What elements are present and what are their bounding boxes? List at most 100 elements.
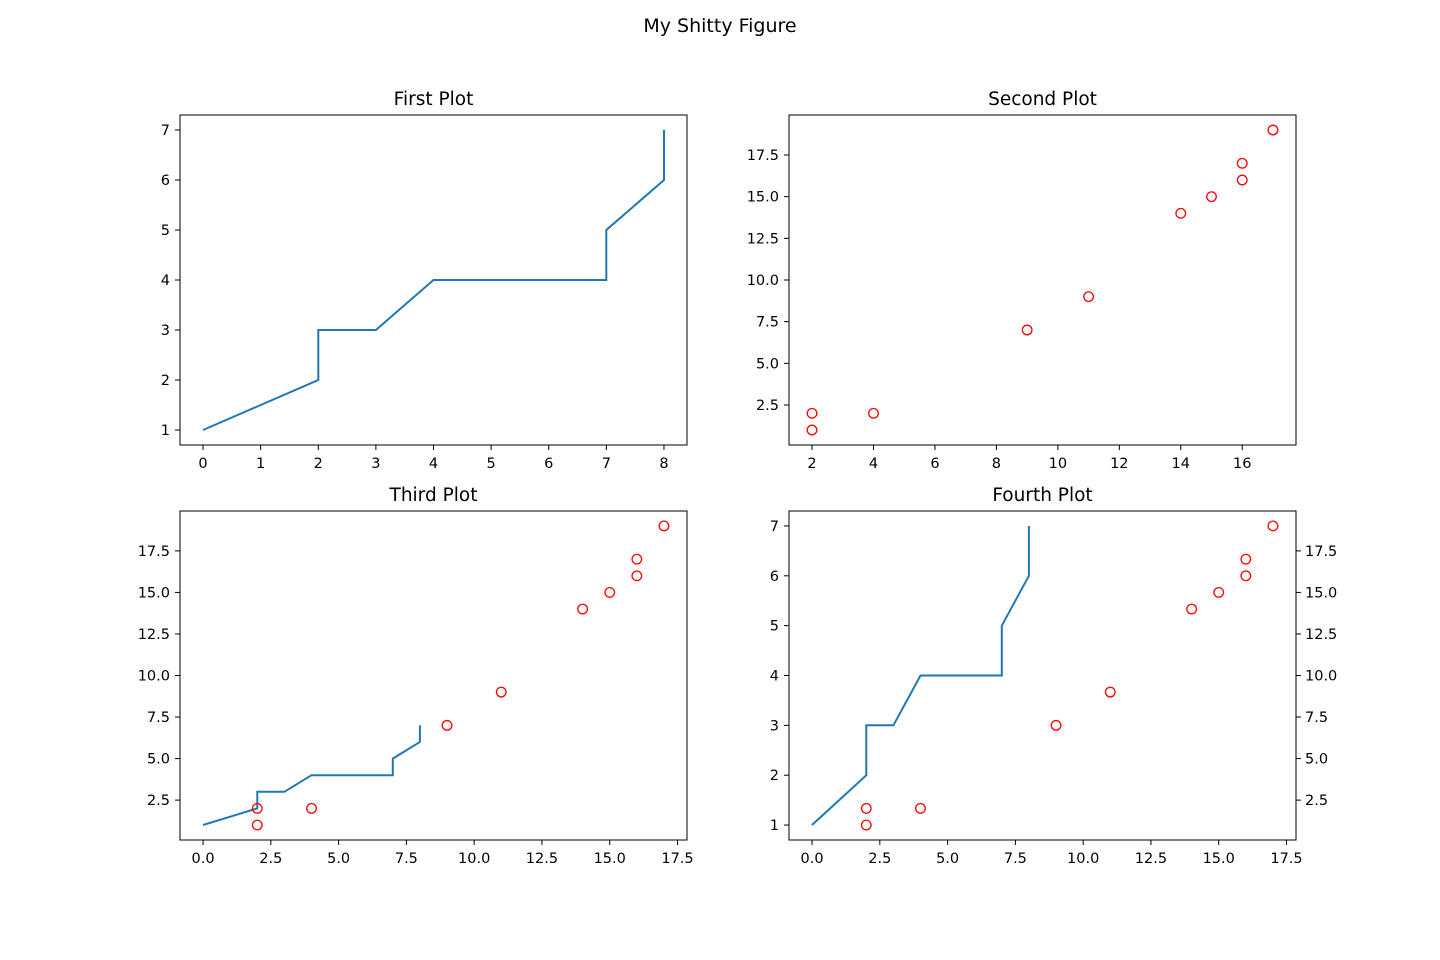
second-plot-data-point bbox=[1236, 174, 1248, 186]
fourth-plot-data-point bbox=[1104, 686, 1116, 698]
third-plot-y-tick-label: 10.0 bbox=[138, 669, 170, 685]
fourth-plot-y2-tick-label: 17.5 bbox=[1305, 544, 1337, 560]
second-plot-y-tick-label: 10.0 bbox=[747, 273, 779, 289]
fourth-plot-x-tick-label: 0.0 bbox=[801, 851, 824, 867]
third-plot-data-point bbox=[658, 520, 670, 532]
fourth-plot-x-tick-label: 10.0 bbox=[1067, 851, 1099, 867]
second-plot-data-point bbox=[1206, 191, 1217, 203]
second-plot-y-tick-label: 15.0 bbox=[747, 190, 779, 206]
third-plot-x-tick-label: 2.5 bbox=[259, 851, 282, 867]
first-plot-y-tick-label: 6 bbox=[161, 173, 170, 189]
fourth-plot-x-tick-label: 15.0 bbox=[1203, 851, 1235, 867]
fourth-plot-x-tick-label: 5.0 bbox=[936, 851, 959, 867]
fourth-plot-y2-tick-label: 10.0 bbox=[1305, 669, 1337, 685]
third-plot-x-tick-label: 17.5 bbox=[661, 851, 693, 867]
fourth-plot-series-line bbox=[811, 526, 1030, 826]
third-plot-x-tick-label: 7.5 bbox=[395, 851, 418, 867]
first-plot-x-tick-label: 6 bbox=[544, 456, 553, 472]
second-plot-y-tick-label: 12.5 bbox=[747, 231, 779, 247]
third-plot-data-point bbox=[577, 603, 589, 615]
first-plot-x-tick-label: 7 bbox=[602, 456, 611, 472]
first-plot-y-tick-label: 5 bbox=[161, 223, 170, 239]
third-plot-x-tick-label: 15.0 bbox=[594, 851, 626, 867]
first-plot-series-line bbox=[202, 130, 665, 431]
fourth-plot-data-point bbox=[1213, 586, 1225, 598]
second-plot-axes-frame bbox=[788, 114, 1297, 446]
fourth-plot-y2-tick-label: 7.5 bbox=[1305, 710, 1328, 726]
fourth-plot-data-point bbox=[1240, 553, 1252, 565]
first-plot: First Plot 0 1 2 3 4 5 6 7 8 1 2 3 4 5 6 7 bbox=[161, 89, 688, 472]
second-plot-x-tick-label: 14 bbox=[1172, 456, 1190, 472]
third-plot-x-tick-label: 12.5 bbox=[526, 851, 558, 867]
fourth-plot-axes-frame bbox=[788, 510, 1297, 841]
first-plot-y-tick-label: 4 bbox=[161, 273, 170, 289]
third-plot-y-tick-label: 5.0 bbox=[147, 752, 170, 768]
fourth-plot-y-tick-label: 5 bbox=[770, 619, 779, 635]
second-plot-data-point bbox=[1267, 124, 1279, 136]
fourth-plot-data-point bbox=[1186, 603, 1198, 615]
first-plot-x-tick-label: 3 bbox=[371, 456, 380, 472]
fourth-plot-y-tick-label: 6 bbox=[770, 569, 779, 585]
third-plot-y-tick-label: 17.5 bbox=[138, 544, 170, 560]
second-plot-data-point bbox=[1175, 207, 1187, 219]
first-plot-y-tick-label: 2 bbox=[161, 373, 170, 389]
first-plot-axes-frame bbox=[179, 114, 688, 446]
fourth-plot-title: Fourth Plot bbox=[992, 485, 1092, 506]
first-plot-title: First Plot bbox=[394, 89, 474, 110]
third-plot-y-tick-label: 15.0 bbox=[138, 585, 170, 601]
fourth-plot-y2-tick-label: 2.5 bbox=[1305, 793, 1328, 809]
second-plot-x-tick-label: 8 bbox=[992, 456, 1001, 472]
third-plot-x-tick-label: 0.0 bbox=[192, 851, 215, 867]
second-plot-x-tick-label: 10 bbox=[1049, 456, 1067, 472]
second-plot-data-point bbox=[1236, 157, 1248, 169]
first-plot-x-tick-label: 4 bbox=[429, 456, 438, 472]
fourth-plot-x-tick-label: 12.5 bbox=[1135, 851, 1167, 867]
fourth-plot-y-tick-label: 7 bbox=[770, 519, 779, 535]
second-plot-data-point bbox=[1083, 291, 1095, 303]
fourth-plot-y-tick-label: 1 bbox=[770, 818, 779, 834]
third-plot-x-tick-label: 5.0 bbox=[327, 851, 350, 867]
third-plot: Third Plot 0.0 2.5 5.0 7.5 10.0 12.5 15.0 17.5 2.… bbox=[138, 485, 694, 867]
third-plot-data-point bbox=[251, 819, 263, 831]
second-plot-x-tick-label: 12 bbox=[1110, 456, 1128, 472]
third-plot-data-point bbox=[306, 802, 317, 814]
third-plot-axes-frame bbox=[179, 510, 688, 841]
second-plot-x-tick-label: 6 bbox=[930, 456, 939, 472]
fourth-plot-y-tick-label: 4 bbox=[770, 669, 779, 685]
third-plot-x-tick-label: 10.0 bbox=[458, 851, 490, 867]
fourth-plot-data-point bbox=[915, 802, 926, 814]
first-plot-y-tick-label: 1 bbox=[161, 423, 170, 439]
fourth-plot-y-tick-label: 3 bbox=[770, 718, 779, 734]
first-plot-x-tick-label: 0 bbox=[198, 456, 207, 472]
second-plot-data-point bbox=[1021, 324, 1033, 336]
first-plot-x-tick-label: 1 bbox=[256, 456, 265, 472]
fourth-plot-y-tick-label: 2 bbox=[770, 768, 779, 784]
fourth-plot-x-tick-label: 17.5 bbox=[1270, 851, 1302, 867]
first-plot-y-tick-label: 7 bbox=[161, 123, 170, 139]
first-plot-x-tick-label: 2 bbox=[314, 456, 323, 472]
fourth-plot-data-point bbox=[1050, 719, 1062, 731]
fourth-plot-data-point bbox=[860, 802, 872, 814]
third-plot-title: Third Plot bbox=[389, 485, 478, 506]
second-plot-y-tick-label: 7.5 bbox=[756, 315, 779, 331]
second-plot-x-tick-label: 4 bbox=[869, 456, 878, 472]
second-plot-x-tick-label: 2 bbox=[807, 456, 816, 472]
fourth-plot-x-tick-label: 2.5 bbox=[868, 851, 891, 867]
second-plot-y-tick-label: 5.0 bbox=[756, 356, 779, 372]
third-plot-y-tick-label: 2.5 bbox=[147, 793, 170, 809]
first-plot-x-tick-label: 8 bbox=[659, 456, 668, 472]
second-plot-y-tick-label: 17.5 bbox=[747, 148, 779, 164]
fourth-plot-data-point bbox=[1240, 570, 1252, 582]
figure-title: My Shitty Figure bbox=[643, 15, 797, 37]
third-plot-y-tick-label: 7.5 bbox=[147, 710, 170, 726]
third-plot-y-tick-label: 12.5 bbox=[138, 627, 170, 643]
second-plot-data-point bbox=[868, 407, 879, 419]
third-plot-data-point bbox=[631, 553, 643, 565]
fourth-plot-y2-tick-label: 12.5 bbox=[1305, 627, 1337, 643]
second-plot-title: Second Plot bbox=[988, 89, 1097, 110]
fourth-plot-data-point bbox=[860, 819, 872, 831]
second-plot: Second Plot 2 4 6 8 10 12 14 16 2.5 5.0 7.5 10.0 12.5… bbox=[747, 89, 1297, 472]
third-plot-data-point bbox=[604, 586, 616, 598]
